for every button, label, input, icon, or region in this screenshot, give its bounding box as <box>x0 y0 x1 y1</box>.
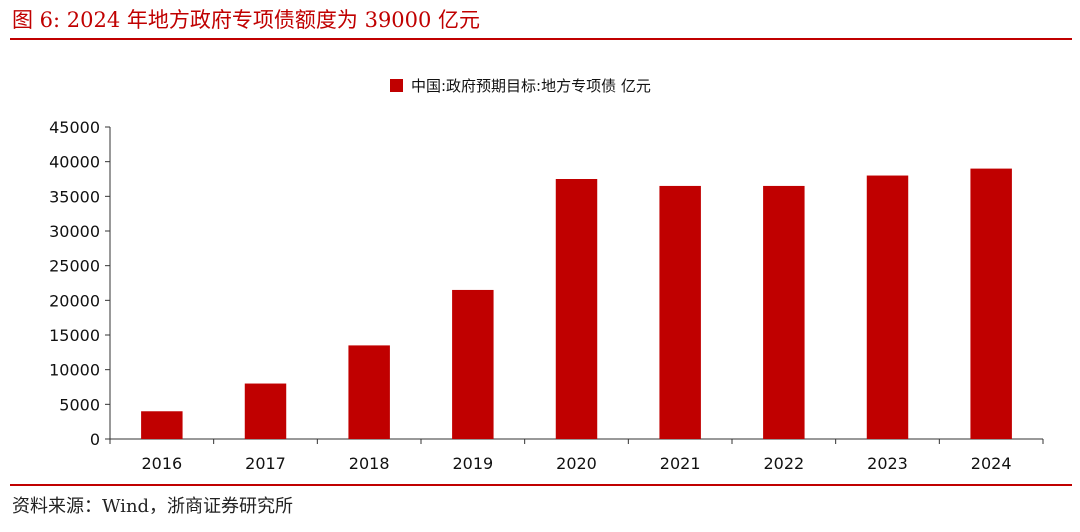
x-tick-label: 2024 <box>971 454 1012 473</box>
x-tick-label: 2018 <box>349 454 390 473</box>
title-divider <box>10 38 1072 40</box>
y-tick-label: 45000 <box>49 118 100 137</box>
x-tick-label: 2017 <box>245 454 286 473</box>
x-tick-label: 2016 <box>141 454 182 473</box>
figure-title: 图 6: 2024 年地方政府专项债额度为 39000 亿元 <box>12 8 481 32</box>
x-tick-label: 2023 <box>867 454 908 473</box>
y-tick-label: 40000 <box>49 153 100 172</box>
legend-label: 中国:政府预期目标:地方专项债 亿元 <box>411 77 651 95</box>
bar-chart: 中国:政府预期目标:地方专项债 亿元 0 5000 10000 15000 20000 25… <box>49 77 1044 473</box>
bar-2016 <box>141 411 183 439</box>
bar-2023 <box>866 175 909 440</box>
bar-2020 <box>555 179 598 439</box>
y-tick-label: 0 <box>90 430 100 449</box>
y-tick-label: 5000 <box>59 395 100 414</box>
source-divider <box>10 484 1072 486</box>
y-tick-label: 25000 <box>49 257 100 276</box>
bar-2024 <box>970 168 1012 439</box>
x-tick-label: 2021 <box>660 454 701 473</box>
x-tick-label: 2022 <box>763 454 804 473</box>
source-note: 资料来源：Wind，浙商证券研究所 <box>12 496 294 517</box>
y-tick-label: 35000 <box>49 187 100 206</box>
y-tick-label: 30000 <box>49 222 100 241</box>
y-tick-label: 20000 <box>49 291 100 310</box>
bar-2019 <box>452 289 494 439</box>
bar-2018 <box>348 345 390 439</box>
y-tick-label: 10000 <box>49 361 100 380</box>
legend-swatch <box>390 79 403 92</box>
x-tick-label: 2019 <box>452 454 493 473</box>
bar-2022 <box>763 185 805 439</box>
y-tick-label: 15000 <box>49 326 100 345</box>
bar-2017 <box>244 383 287 439</box>
bar-2021 <box>659 185 701 439</box>
x-tick-label: 2020 <box>556 454 597 473</box>
